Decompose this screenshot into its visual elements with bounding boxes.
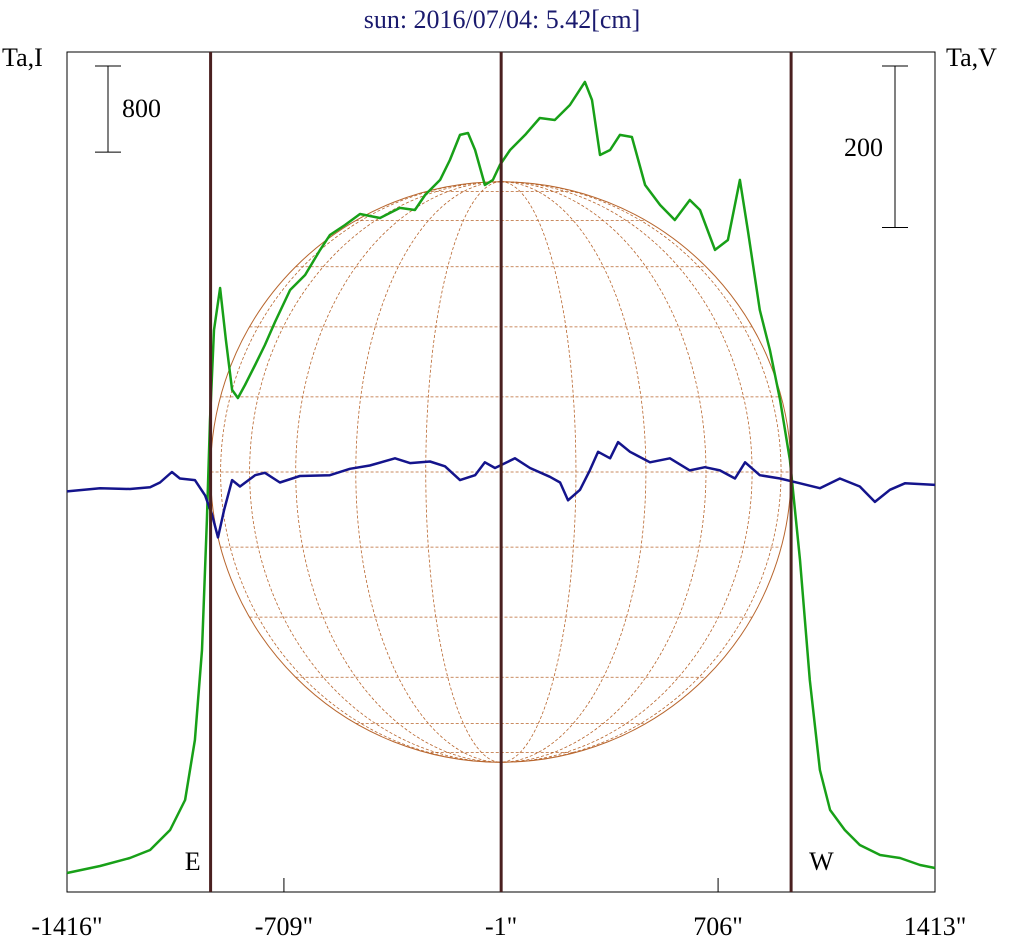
x-tick-label: -1" xyxy=(485,912,517,941)
disk-meridian xyxy=(425,181,501,763)
scale-bar-label: 200 xyxy=(844,133,883,162)
x-tick-label: 706" xyxy=(693,912,743,941)
disk-meridian xyxy=(500,181,753,763)
disk-meridian xyxy=(500,181,577,763)
x-tick-label: -1416" xyxy=(31,912,102,941)
marker-label: W xyxy=(809,847,834,876)
scale-bar: 200 xyxy=(844,65,908,229)
disk-meridian xyxy=(220,181,501,763)
series-line xyxy=(66,80,936,875)
disk-meridian xyxy=(355,181,501,763)
series-line xyxy=(66,440,936,539)
scale-bar-label: 800 xyxy=(122,94,161,123)
y-axis-label: Ta,I xyxy=(2,43,43,72)
scale-bar: 800 xyxy=(95,65,161,153)
disk-meridian xyxy=(500,181,782,763)
chart-title: sun: 2016/07/04: 5.42[cm] xyxy=(364,5,641,34)
x-tick-label: 1413" xyxy=(904,912,967,941)
disk-meridian xyxy=(500,181,647,763)
marker-label: E xyxy=(185,847,201,876)
disk-meridian xyxy=(295,181,501,763)
disk-meridian xyxy=(500,181,707,763)
y2-axis-label: Ta,V xyxy=(946,43,997,72)
x-tick-label: -709" xyxy=(255,912,313,941)
